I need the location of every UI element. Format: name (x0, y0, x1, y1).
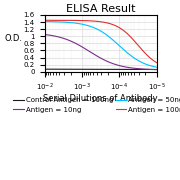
Control Antigen = 100ng (135, 68, 138, 71)
Antigen = 50ng (110, 37, 112, 40)
Antigen = 100ng (110, 23, 112, 25)
Line: Antigen = 100ng: Antigen = 100ng (44, 20, 157, 63)
Antigen = 10ng (153, 68, 155, 71)
Control Antigen = 100ng (97, 68, 99, 70)
Title: ELISA Result: ELISA Result (66, 4, 135, 14)
X-axis label: Serial Dilutions of Antibody: Serial Dilutions of Antibody (43, 94, 158, 103)
Antigen = 50ng (153, 66, 155, 68)
Line: Antigen = 50ng: Antigen = 50ng (44, 22, 157, 67)
Antigen = 100ng (156, 62, 158, 64)
Antigen = 100ng (43, 19, 46, 21)
Antigen = 50ng (104, 33, 106, 35)
Antigen = 50ng (97, 29, 100, 31)
Antigen = 50ng (156, 66, 158, 68)
Antigen = 10ng (135, 68, 138, 70)
Antigen = 10ng (104, 59, 106, 62)
Control Antigen = 100ng (110, 68, 112, 70)
Antigen = 100ng (97, 20, 99, 22)
Antigen = 10ng (110, 62, 112, 64)
Y-axis label: O.D.: O.D. (4, 34, 22, 43)
Antigen = 100ng (153, 60, 155, 62)
Antigen = 100ng (135, 42, 138, 44)
Control Antigen = 100ng (43, 68, 46, 70)
Antigen = 10ng (97, 56, 100, 58)
Control Antigen = 100ng (156, 68, 158, 71)
Line: Antigen = 10ng: Antigen = 10ng (44, 35, 157, 70)
Antigen = 10ng (43, 33, 46, 36)
Antigen = 100ng (104, 21, 106, 24)
Antigen = 10ng (97, 55, 99, 58)
Antigen = 100ng (97, 20, 100, 22)
Legend: Control Antigen = 100ng, Antigen = 10ng, Antigen = 50ng, Antigen = 100ng: Control Antigen = 100ng, Antigen = 10ng,… (12, 96, 180, 114)
Antigen = 50ng (135, 58, 138, 60)
Control Antigen = 100ng (97, 68, 100, 70)
Antigen = 50ng (97, 28, 99, 31)
Control Antigen = 100ng (104, 68, 106, 70)
Antigen = 10ng (156, 69, 158, 71)
Antigen = 50ng (43, 21, 46, 23)
Control Antigen = 100ng (153, 68, 155, 71)
